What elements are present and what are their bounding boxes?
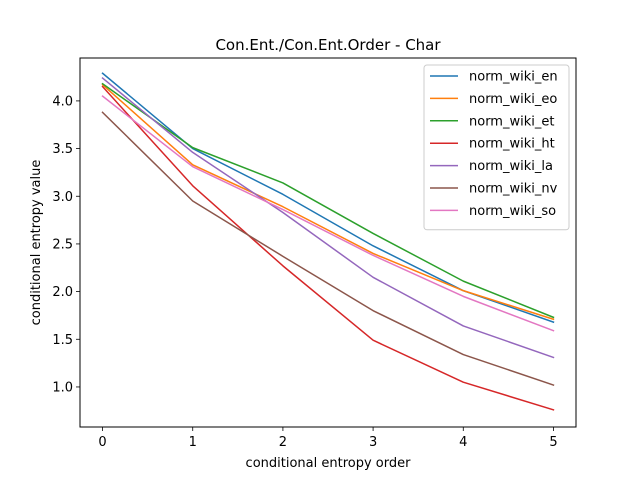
- legend-box: [423, 64, 570, 231]
- series-line-norm-wiki-nv: [101, 111, 555, 387]
- y-tick-label: 3.0: [52, 190, 73, 205]
- legend-entry: norm_wiki_ht: [469, 137, 555, 152]
- y-tick-label: 1.5: [52, 333, 73, 348]
- series-line-norm-wiki-eo: [101, 83, 555, 321]
- y-tick-label: 2.0: [52, 285, 73, 300]
- x-tick-label: 4: [459, 435, 467, 450]
- x-axis-ticks: 0 1 2 3 4 5: [98, 427, 558, 450]
- legend: norm_wiki_en norm_wiki_eo norm_wiki_etnorm…: [423, 64, 570, 231]
- y-tick-label: 1.0: [52, 380, 73, 395]
- y-axis-label: conditional entropy value: [29, 160, 44, 326]
- y-tick-label: 2.5: [52, 237, 73, 252]
- y-tick-label: 4.0: [52, 94, 73, 109]
- series-line-norm-wiki-ht: [101, 85, 555, 411]
- series-line-norm-wiki-so: [101, 95, 555, 332]
- legend-entry: norm_wiki_nv: [469, 182, 558, 197]
- x-axis-label: conditional entropy order: [246, 456, 412, 471]
- plot-frame: [79, 57, 577, 428]
- legend-entry: norm_wiki_et: [469, 114, 554, 129]
- legend-entry: norm_wiki_la: [469, 159, 553, 174]
- y-axis-ticks: 1.0 1.5 2.0 2.5 3.0 3.5 4.0: [52, 94, 80, 395]
- series-line-norm-wiki-et: [101, 82, 555, 319]
- x-tick-label: 0: [98, 435, 106, 450]
- legend-entry: norm_wiki_en: [469, 70, 558, 85]
- y-tick-label: 3.5: [52, 142, 73, 157]
- x-tick-label: 1: [189, 435, 197, 450]
- x-tick-label: 5: [549, 435, 557, 450]
- plot-lines: [101, 72, 555, 411]
- chart-title: Con.Ent./Con.Ent.Order - Char: [215, 36, 441, 54]
- x-tick-label: 2: [279, 435, 287, 450]
- legend-entry: norm_wiki_eo: [469, 92, 557, 107]
- x-tick-label: 3: [369, 435, 377, 450]
- legend-entry: norm_wiki_so: [469, 204, 556, 219]
- series-line-norm-wiki-la: [101, 76, 555, 359]
